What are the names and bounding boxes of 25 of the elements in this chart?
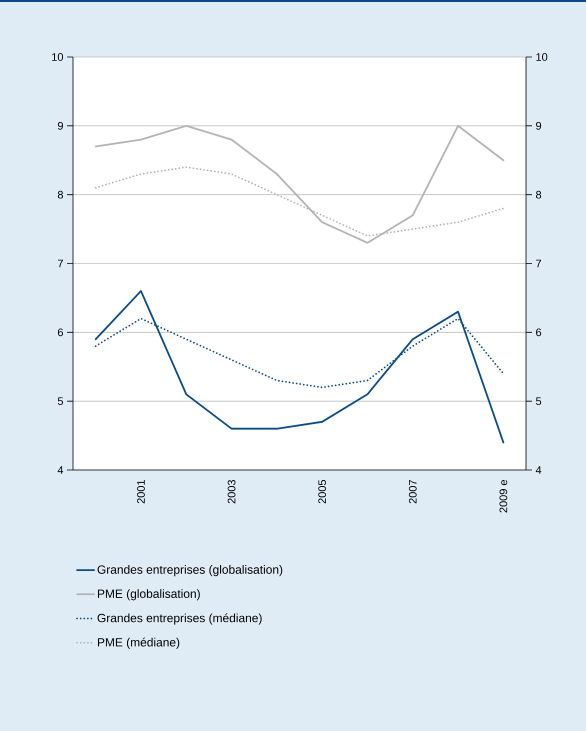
legend-label: Grandes entreprises (globalisation)	[98, 565, 282, 576]
y-tick-label: 8	[536, 190, 542, 199]
x-tick-label: 2009 e	[499, 480, 508, 512]
line-series	[94, 290, 504, 444]
y-tick-label: 4	[536, 466, 542, 474]
y2-tick-label: 4	[58, 466, 64, 474]
legend-label: Grandes entreprises (médiane)	[98, 613, 262, 625]
y-tick-label: 6	[536, 328, 542, 336]
y-tick-label: 5	[536, 397, 542, 405]
y2-tick-label: 7	[58, 260, 63, 268]
x-tick-label: 2003	[228, 480, 236, 504]
y2-tick-label: 10	[52, 53, 64, 61]
line-series	[94, 124, 504, 244]
x-tick-label: 2001	[137, 480, 145, 504]
x-tick-label: 2005	[318, 480, 326, 504]
y-tick-label: 10	[536, 53, 548, 61]
x-tick-label: 2007	[408, 480, 417, 504]
y-tick-label: 9	[536, 122, 542, 130]
legend-label: PME (médiane)	[98, 638, 180, 649]
legend-label: PME (globalisation)	[98, 589, 200, 600]
y2-tick-label: 9	[58, 122, 63, 130]
y2-tick-label: 6	[58, 328, 63, 336]
y2-tick-label: 8	[58, 190, 63, 199]
y2-tick-label: 5	[58, 397, 64, 405]
y-tick-label: 7	[536, 260, 542, 268]
